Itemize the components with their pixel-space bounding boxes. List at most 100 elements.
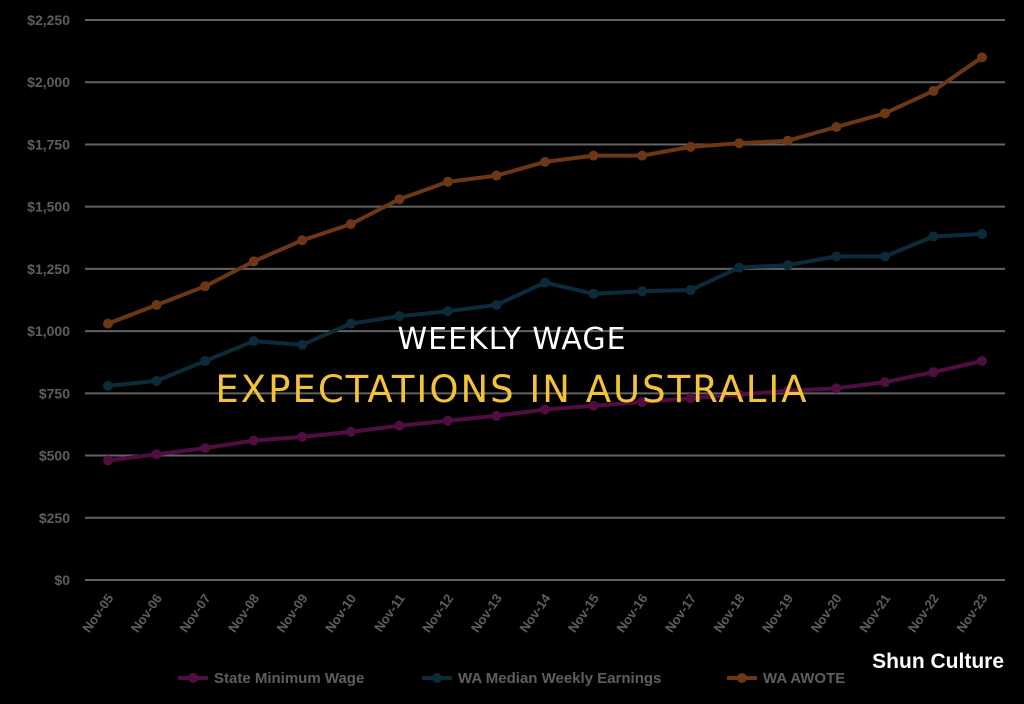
data-point	[394, 194, 405, 205]
x-tick-label: Nov-08	[225, 591, 262, 635]
x-tick-label: Nov-21	[856, 591, 893, 635]
data-point	[588, 288, 599, 299]
data-point	[782, 385, 793, 396]
data-point	[685, 141, 696, 152]
gridlines	[85, 19, 1005, 581]
x-tick-label: Nov-05	[79, 591, 116, 635]
data-point	[977, 229, 987, 240]
data-point	[540, 277, 550, 288]
data-point	[491, 299, 502, 310]
legend-swatch-marker	[432, 673, 442, 683]
data-point	[297, 431, 308, 442]
y-tick-label: $500	[39, 448, 70, 464]
data-point	[103, 455, 113, 466]
data-point	[588, 150, 599, 161]
x-tick-label: Nov-15	[565, 591, 602, 635]
data-point	[977, 52, 987, 63]
series-line	[106, 232, 984, 388]
data-point	[442, 415, 453, 426]
x-tick-label: Nov-22	[905, 591, 942, 635]
x-tick-label: Nov-09	[274, 591, 311, 635]
series-state-minimum-wage	[103, 355, 987, 466]
data-point	[685, 393, 696, 404]
data-point	[782, 135, 793, 146]
data-point	[637, 397, 648, 408]
data-point	[831, 122, 842, 133]
data-point	[248, 256, 259, 267]
data-point	[442, 306, 453, 317]
legend-swatch-marker	[188, 673, 198, 683]
data-point	[540, 156, 550, 167]
x-tick-label: Nov-11	[371, 591, 408, 635]
data-point	[928, 85, 939, 96]
legend-item: WA AWOTE	[727, 670, 845, 687]
y-tick-label: $1,250	[27, 261, 70, 277]
data-point	[345, 318, 356, 329]
x-tick-label: Nov-14	[516, 590, 554, 635]
data-point	[637, 286, 648, 297]
data-point	[782, 260, 793, 271]
data-point	[831, 251, 842, 262]
data-point	[540, 404, 550, 415]
x-tick-label: Nov-07	[176, 591, 213, 635]
data-point	[151, 299, 162, 310]
x-tick-label: Nov-20	[808, 591, 845, 635]
watermark-logo: Shun Culture	[872, 650, 1004, 673]
y-tick-label: $250	[39, 510, 70, 526]
y-tick-label: $2,250	[27, 12, 70, 28]
data-point	[394, 420, 405, 431]
y-tick-label: $1,750	[27, 136, 70, 152]
legend-label: WA AWOTE	[763, 670, 845, 687]
x-tick-label: Nov-12	[419, 591, 456, 635]
legend: State Minimum Wage WA Median Weekly Earni…	[178, 670, 845, 687]
data-point	[491, 410, 502, 421]
x-tick-label: Nov-18	[711, 591, 748, 635]
data-point	[297, 235, 308, 246]
data-point	[248, 336, 259, 347]
data-point	[345, 219, 356, 230]
data-point	[831, 383, 842, 394]
y-tick-label: $750	[39, 385, 70, 401]
data-point	[637, 150, 648, 161]
x-tick-label: Nov-16	[613, 591, 650, 635]
data-point	[734, 138, 745, 149]
data-point	[345, 426, 356, 437]
legend-label: State Minimum Wage	[214, 670, 364, 687]
data-point	[879, 108, 890, 119]
data-point	[685, 285, 696, 296]
y-tick-label: $0	[54, 572, 70, 588]
series-lines	[103, 52, 987, 466]
data-point	[879, 377, 890, 388]
x-tick-label: Nov-17	[662, 591, 699, 635]
data-point	[734, 262, 745, 273]
legend-label: WA Median Weekly Earnings	[458, 670, 661, 687]
data-point	[103, 380, 113, 391]
legend-item: State Minimum Wage	[178, 670, 364, 687]
data-point	[151, 375, 162, 386]
x-axis-tick-labels: Nov-05 Nov-06 Nov-07 Nov-08 Nov-09 Nov-10 Nov-…	[79, 590, 990, 635]
data-point	[200, 281, 211, 292]
data-point	[928, 367, 939, 378]
legend-swatch-marker	[737, 673, 747, 683]
y-tick-label: $1,000	[27, 323, 70, 339]
series-wa-median-weekly-earnings	[103, 229, 987, 391]
data-point	[879, 251, 890, 262]
data-point	[734, 389, 745, 400]
x-tick-label: Nov-23	[953, 591, 990, 635]
y-tick-label: $2,000	[27, 74, 70, 90]
data-point	[977, 355, 987, 366]
y-axis-tick-labels: $0 $250 $500 $750 $1,000 $1,250 $1,500 $1,750 $2…	[27, 12, 70, 588]
x-tick-label: Nov-19	[759, 591, 796, 635]
x-tick-label: Nov-13	[468, 591, 505, 635]
y-tick-label: $1,500	[27, 199, 70, 215]
data-point	[491, 170, 502, 181]
data-point	[588, 400, 599, 411]
x-tick-label: Nov-10	[322, 591, 359, 635]
data-point	[103, 318, 113, 329]
x-tick-label: Nov-06	[128, 591, 165, 635]
data-point	[394, 311, 405, 322]
data-point	[200, 355, 211, 366]
data-point	[248, 435, 259, 446]
data-point	[442, 176, 453, 187]
